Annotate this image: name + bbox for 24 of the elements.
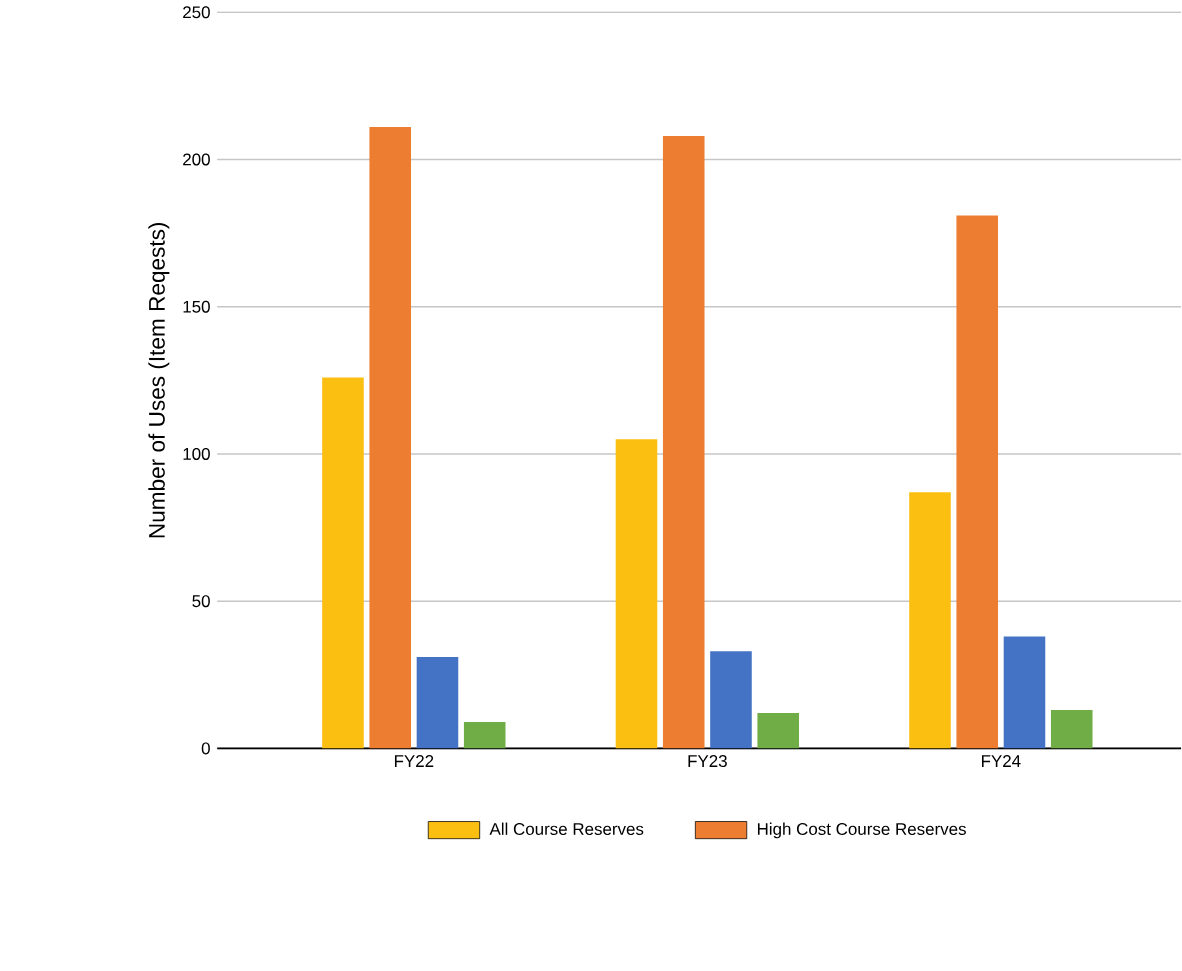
bar: [909, 492, 951, 749]
bar: [1003, 636, 1046, 749]
y-tick-label: 250: [183, 6, 210, 19]
x-tick-label: FY22: [394, 755, 434, 768]
bar: [369, 127, 412, 749]
bar: [1050, 710, 1093, 749]
bar: [615, 439, 658, 749]
bar: [956, 215, 999, 749]
bar: [416, 657, 459, 749]
y-tick-label: 0: [201, 742, 210, 755]
bar: [322, 377, 364, 749]
bar: [662, 136, 705, 749]
y-axis-title: Number of Uses (Item Reqests): [148, 223, 170, 538]
bar: [463, 722, 506, 749]
x-tick-label: FY23: [688, 755, 727, 768]
y-tick-label: 50: [192, 595, 210, 608]
y-tick-label: 150: [183, 300, 210, 313]
y-tick-label: 100: [183, 448, 210, 461]
bar: [710, 651, 752, 749]
y-tick-label: 200: [183, 153, 210, 166]
legend-label: High Cost Course Reserves: [757, 822, 966, 839]
bar: [757, 713, 800, 749]
x-tick-label: FY24: [981, 755, 1021, 768]
legend-label: All Course Reserves: [489, 822, 644, 836]
